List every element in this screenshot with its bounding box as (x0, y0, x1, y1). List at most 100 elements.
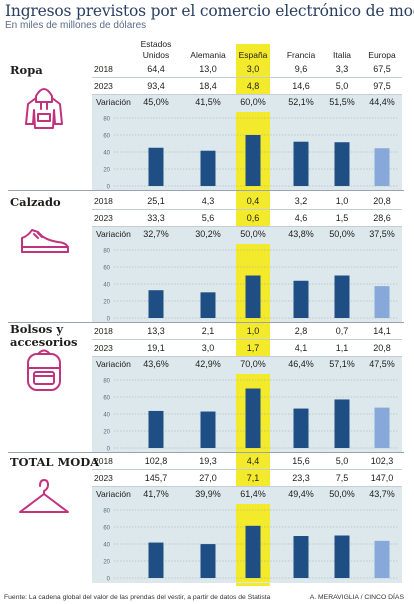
bar-1 (200, 150, 216, 186)
section-3: Bolsos y accesorios 2018 13,3 2,1 1,0 2,8 0,7 14… (0, 322, 414, 453)
variation-label: Variación (96, 489, 131, 499)
variation-value: 57,1% (329, 359, 355, 369)
variation-value: 44,4% (369, 97, 395, 107)
variation-value: 43,6% (143, 359, 169, 369)
value-cell: 5,0 (335, 81, 349, 91)
section-icon (14, 474, 74, 529)
value-cell: 2,8 (294, 326, 308, 336)
row-divider (92, 339, 402, 340)
row-divider (92, 94, 402, 95)
y-tick-label: 20 (103, 300, 110, 306)
column-header-line: Europa (368, 50, 396, 60)
y-tick-label: 60 (103, 396, 110, 402)
value-cell: 7,1 (246, 473, 260, 483)
bar-chart: 80 60 40 20 0 (103, 112, 398, 190)
variation-value: 49,4% (288, 489, 314, 499)
hanger-icon (19, 479, 69, 513)
variation-label: Variación (96, 359, 131, 369)
y-tick-label: 40 (103, 413, 110, 419)
section-1: Ropa 2018 64,4 13,0 3,0 9,6 3,3 67,5 2023 93,4 18,… (0, 60, 414, 191)
section-title: TOTAL MODA (10, 456, 99, 469)
source-note: Fuente: La cadena global del valor de la… (4, 594, 271, 601)
variation-value: 50,0% (329, 229, 355, 239)
value-cell: 3,0 (201, 343, 215, 353)
y-tick-label: 0 (107, 577, 111, 583)
variation-value: 43,8% (288, 229, 314, 239)
bar-1 (200, 544, 216, 578)
bar-4 (334, 142, 350, 186)
backpack-icon (27, 349, 61, 391)
column-header-line: Estados (140, 39, 172, 49)
year-label: 2023 (94, 81, 113, 91)
variation-value: 46,4% (288, 359, 314, 369)
row-divider (92, 209, 402, 210)
value-cell: 1,1 (335, 343, 349, 353)
bar-2 (245, 275, 261, 318)
value-cell: 20,8 (373, 343, 391, 353)
value-cell: 20,8 (373, 196, 391, 206)
column-header: Francia (282, 50, 320, 61)
y-tick-label: 60 (103, 134, 110, 140)
value-cell: 19,1 (147, 343, 165, 353)
y-tick-label: 60 (103, 266, 110, 272)
variation-value: 42,9% (195, 359, 221, 369)
bar-5 (374, 407, 390, 448)
column-header: Alemania (186, 50, 230, 61)
value-cell: 27,0 (199, 473, 217, 483)
column-header-line: Alemania (190, 50, 226, 60)
section-title: Bolsos y accesorios (10, 323, 78, 349)
variation-value: 60,0% (240, 97, 266, 107)
section-title: Calzado (10, 196, 61, 209)
column-header-line: España (238, 50, 268, 60)
value-cell: 5,0 (335, 456, 349, 466)
value-cell: 145,7 (144, 473, 168, 483)
year-label: 2018 (94, 64, 113, 74)
y-tick-label: 40 (103, 543, 110, 549)
column-header-line: Francia (286, 50, 316, 60)
variation-value: 32,7% (143, 229, 169, 239)
section-title-line: accesorios (10, 335, 78, 349)
value-cell: 28,6 (373, 213, 391, 223)
column-header: Europa (362, 50, 402, 61)
value-cell: 93,4 (147, 81, 165, 91)
value-cell: 13,3 (147, 326, 165, 336)
value-cell: 5,6 (201, 213, 215, 223)
section-icon (14, 212, 74, 267)
year-label: 2018 (94, 326, 113, 336)
value-cell: 1,0 (246, 326, 260, 336)
y-tick-label: 80 (103, 509, 110, 515)
bar-0 (148, 542, 164, 578)
value-cell: 1,5 (335, 213, 349, 223)
year-label: 2023 (94, 343, 113, 353)
value-cell: 1,0 (335, 196, 349, 206)
variation-value: 39,9% (195, 489, 221, 499)
y-tick-label: 80 (103, 249, 110, 255)
bar-chart: 80 60 40 20 0 (103, 504, 398, 583)
hoodie-icon (25, 88, 63, 129)
y-tick-label: 80 (103, 117, 110, 123)
value-cell: 97,5 (373, 81, 391, 91)
variation-value: 50,0% (329, 489, 355, 499)
section-title-line: Calzado (10, 195, 61, 209)
column-header: España (236, 50, 270, 61)
section-separator (8, 452, 404, 453)
value-cell: 15,6 (292, 456, 310, 466)
bar-2 (245, 388, 261, 448)
year-label: 2018 (94, 456, 113, 466)
y-tick-label: 40 (103, 283, 110, 289)
variation-value: 41,7% (143, 489, 169, 499)
variation-value: 45,0% (143, 97, 169, 107)
row-divider (92, 356, 402, 357)
section-title-line: TOTAL MODA (10, 455, 100, 469)
year-label: 2018 (94, 196, 113, 206)
value-cell: 102,8 (144, 456, 168, 466)
sneaker-icon (21, 229, 69, 253)
column-header-line: Italia (333, 50, 351, 60)
section-separator (8, 322, 404, 323)
variation-label: Variación (96, 97, 131, 107)
row-divider (92, 77, 402, 78)
value-cell: 0,4 (246, 196, 260, 206)
y-tick-label: 20 (103, 560, 110, 566)
value-cell: 9,6 (294, 64, 308, 74)
variation-value: 47,5% (369, 359, 395, 369)
